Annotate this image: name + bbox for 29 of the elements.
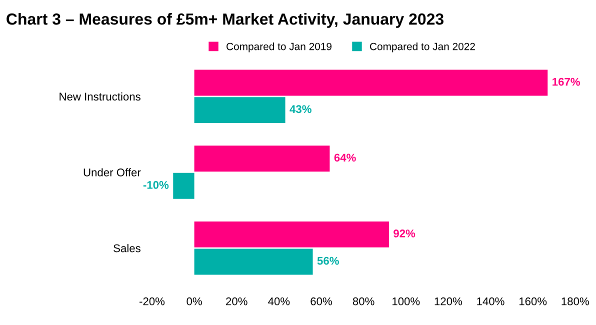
x-tick-label: 160% <box>519 297 547 306</box>
y-tick-label: New Instructions <box>60 92 140 101</box>
x-tick-label: 100% <box>392 297 420 306</box>
y-tick-label: Under Offer <box>84 168 141 176</box>
data-label: 167% <box>552 78 580 86</box>
x-tick-label: 20% <box>226 297 248 306</box>
data-label: 92% <box>394 230 416 238</box>
x-tick-label: 0% <box>186 297 202 306</box>
x-tick-label: 40% <box>268 297 290 306</box>
x-tick-label: 140% <box>477 297 504 306</box>
legend-label: Compared to Jan 2019 <box>226 42 332 52</box>
chart-title: Chart 3 – Measures of £5m+ Market Activity, January 2023 <box>6 13 444 28</box>
bar <box>194 97 286 124</box>
data-label: 56% <box>317 256 339 265</box>
bar <box>194 248 313 275</box>
x-tick-label: -20% <box>140 297 165 306</box>
legend-label: Compared to Jan 2022 <box>370 42 475 52</box>
x-tick-label: 180% <box>562 297 589 306</box>
data-label: -10% <box>143 181 169 189</box>
bar <box>194 146 330 172</box>
bar <box>194 221 389 248</box>
y-tick-label: Sales <box>114 244 140 252</box>
bar <box>173 172 194 199</box>
data-label: 64% <box>334 154 356 162</box>
data-label: 43% <box>290 105 312 114</box>
x-tick-label: 120% <box>434 297 462 306</box>
x-tick-label: 80% <box>352 297 374 306</box>
bar <box>194 70 548 96</box>
x-tick-label: 60% <box>310 297 332 306</box>
